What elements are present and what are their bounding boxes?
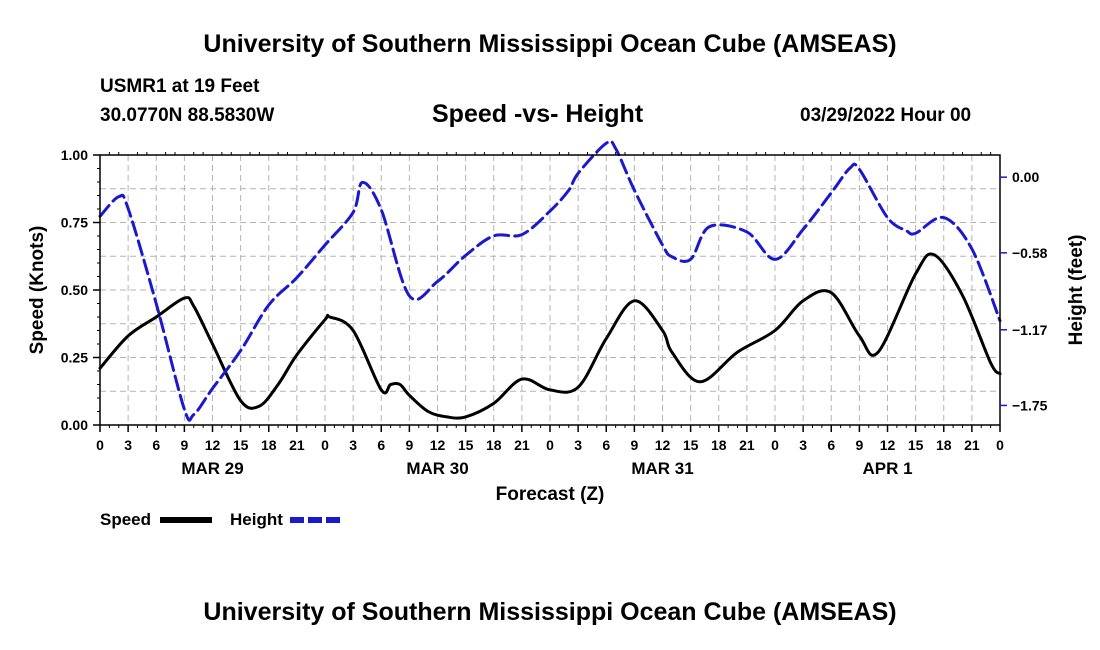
x-tick-label: 3 bbox=[124, 437, 132, 453]
series-line-speed bbox=[98, 252, 1002, 420]
series-lines bbox=[98, 139, 1002, 422]
x-tick-label: 0 bbox=[321, 437, 329, 453]
x-tick-label: 21 bbox=[514, 437, 530, 453]
x-tick-label: 3 bbox=[799, 437, 807, 453]
y-right-tick-label: −1.17 bbox=[1012, 322, 1048, 338]
x-tick-label: 6 bbox=[152, 437, 160, 453]
x-tick-label: 3 bbox=[349, 437, 357, 453]
footer-title: University of Southern Mississippi Ocean… bbox=[203, 598, 897, 626]
x-tick-label: 6 bbox=[602, 437, 610, 453]
x-tick-label: 0 bbox=[771, 437, 779, 453]
series-line-height bbox=[98, 139, 1002, 422]
y-left-tick-label: 1.00 bbox=[61, 147, 88, 163]
y-left-tick-label: 0.75 bbox=[61, 215, 88, 231]
x-axis-title: Forecast (Z) bbox=[496, 484, 605, 505]
grid-lines bbox=[100, 155, 1000, 425]
axis-labels: 0 3 6 9 12 15 18 21 0 3 6 9 12 15 18 21 0 3 6 9 12 15 18 21 0 3 6 9… bbox=[61, 147, 1048, 478]
x-tick-label: 9 bbox=[180, 437, 188, 453]
y-left-tick-label: 0.50 bbox=[61, 282, 88, 298]
x-tick-label: 6 bbox=[377, 437, 385, 453]
x-tick-label: 18 bbox=[261, 437, 277, 453]
station-coordinates: 30.0770N 88.5830W bbox=[100, 105, 275, 126]
x-tick-label: 18 bbox=[711, 437, 727, 453]
y-left-tick-label: 0.25 bbox=[61, 350, 88, 366]
x-tick-label: 3 bbox=[574, 437, 582, 453]
day-label: MAR 30 bbox=[406, 459, 468, 478]
x-tick-label: 21 bbox=[289, 437, 305, 453]
x-tick-label: 12 bbox=[430, 437, 446, 453]
x-tick-label: 0 bbox=[996, 437, 1004, 453]
forecast-datetime: 03/29/2022 Hour 00 bbox=[800, 105, 972, 126]
y-left-tick-label: 0.00 bbox=[61, 417, 88, 433]
day-label: MAR 31 bbox=[631, 459, 693, 478]
legend-label-height: Height bbox=[230, 510, 283, 529]
chart-subtitle: Speed -vs- Height bbox=[432, 100, 644, 128]
y-axis-left-title: Speed (Knots) bbox=[27, 226, 48, 355]
x-tick-label: 12 bbox=[205, 437, 221, 453]
axis-ticks bbox=[93, 152, 1007, 432]
chart-title: University of Southern Mississippi Ocean… bbox=[203, 30, 897, 58]
day-label: MAR 29 bbox=[181, 459, 243, 478]
x-tick-label: 21 bbox=[964, 437, 980, 453]
x-tick-label: 15 bbox=[233, 437, 249, 453]
station-label: USMR1 at 19 Feet bbox=[100, 76, 260, 97]
x-tick-label: 15 bbox=[683, 437, 699, 453]
x-tick-label: 12 bbox=[880, 437, 896, 453]
x-tick-label: 21 bbox=[739, 437, 755, 453]
x-tick-label: 0 bbox=[96, 437, 104, 453]
y-right-tick-label: −0.58 bbox=[1012, 245, 1048, 261]
y-right-tick-label: 0.00 bbox=[1012, 169, 1039, 185]
y-axis-right-title: Height (feet) bbox=[1066, 235, 1087, 346]
legend: Speed Height bbox=[100, 510, 342, 529]
x-tick-label: 18 bbox=[936, 437, 952, 453]
x-tick-label: 15 bbox=[458, 437, 474, 453]
y-right-tick-label: −1.75 bbox=[1012, 397, 1048, 413]
x-tick-label: 12 bbox=[655, 437, 671, 453]
x-tick-label: 9 bbox=[855, 437, 863, 453]
day-label: APR 1 bbox=[862, 459, 912, 478]
legend-label-speed: Speed bbox=[100, 510, 151, 529]
x-tick-label: 18 bbox=[486, 437, 502, 453]
x-tick-label: 6 bbox=[827, 437, 835, 453]
x-tick-label: 15 bbox=[908, 437, 924, 453]
x-tick-label: 9 bbox=[405, 437, 413, 453]
x-tick-label: 9 bbox=[630, 437, 638, 453]
x-tick-label: 0 bbox=[546, 437, 554, 453]
